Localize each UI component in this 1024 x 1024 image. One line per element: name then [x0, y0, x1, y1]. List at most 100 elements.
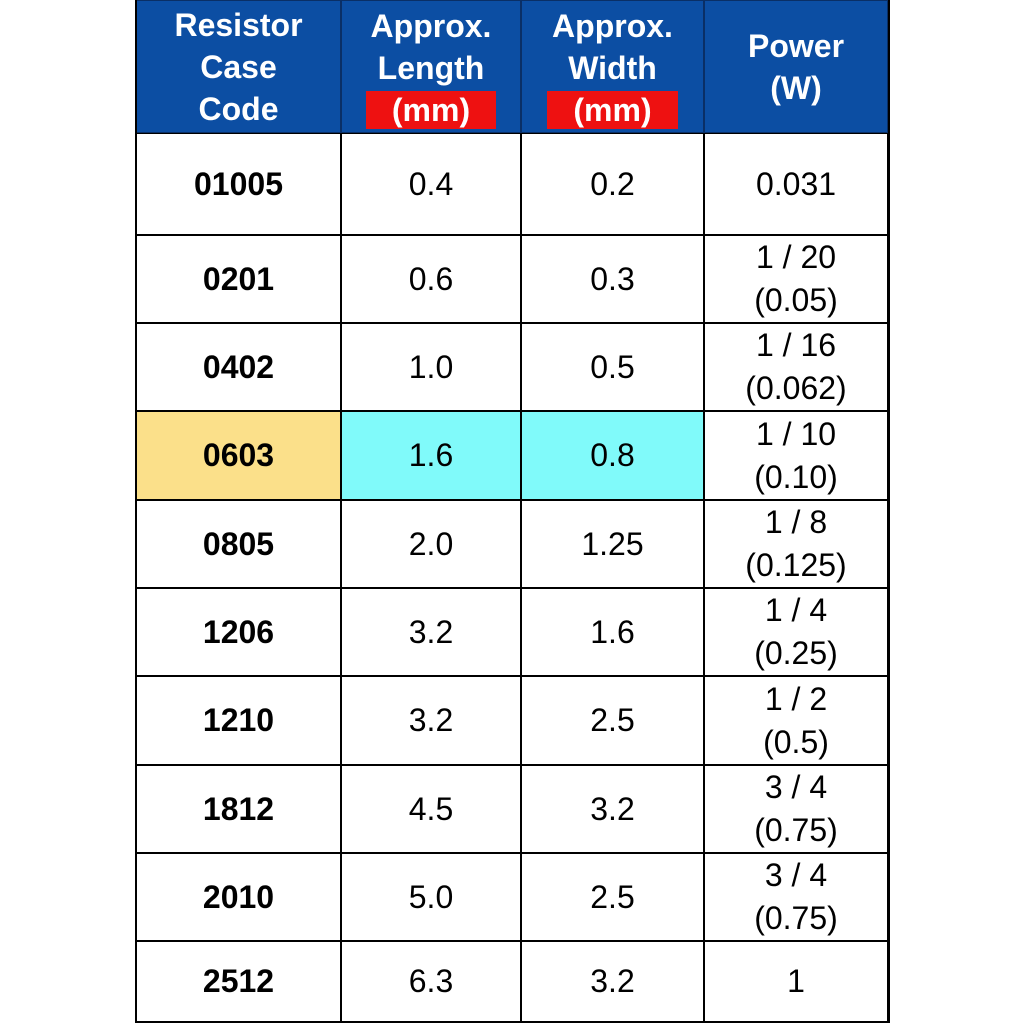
cell-text: 3.2	[408, 702, 454, 738]
case-code: 0805	[202, 525, 275, 562]
cell-text: 1.0	[408, 348, 454, 385]
case-code: 0402	[202, 348, 275, 385]
table-cell: 0.031	[704, 133, 888, 235]
power-text: (0.25)	[754, 635, 838, 671]
table-cell: 2.0	[341, 500, 521, 588]
table-cell: 1 / 20 (0.05)	[704, 235, 888, 323]
power-text: 1 / 8	[764, 504, 828, 540]
table-cell: 1 / 10 (0.10)	[704, 411, 888, 500]
table-cell: 1.6	[341, 411, 521, 500]
power-text: (0.05)	[754, 282, 838, 318]
case-code-cell: 0805	[136, 500, 341, 588]
case-code: 1206	[202, 613, 275, 650]
cell-text: 0.5	[590, 348, 635, 385]
header-text: (W)	[770, 69, 822, 106]
table-cell: 3.2	[521, 941, 704, 1022]
power-text: (0.10)	[754, 458, 838, 495]
cell-text: 3.2	[590, 963, 635, 999]
header-cell: Approx. Width (mm)	[521, 0, 704, 133]
power-text: (0.75)	[754, 900, 838, 936]
cell-text: 0.3	[590, 260, 635, 297]
header-cell: Resistor Case Code	[136, 0, 341, 133]
power-text: 1	[787, 963, 805, 999]
power-text: 1 / 20	[755, 239, 837, 275]
case-code-cell: 2010	[136, 853, 341, 941]
case-code: 2512	[202, 963, 275, 999]
power-text: 0.031	[755, 165, 837, 202]
header-text: Width	[568, 49, 657, 86]
power-text: 3 / 4	[764, 857, 828, 893]
power-text: 3 / 4	[764, 769, 828, 805]
table-cell: 3 / 4 (0.75)	[704, 765, 888, 853]
table-cell: 2.5	[521, 676, 704, 765]
cell-text: 0.2	[590, 165, 635, 202]
table-cell: 1 / 8 (0.125)	[704, 500, 888, 588]
case-code-cell: 0402	[136, 323, 341, 411]
case-code: 01005	[194, 165, 283, 202]
table-cell: 3.2	[341, 588, 521, 676]
unit-label: (mm)	[547, 90, 678, 129]
cell-text: 3.2	[408, 613, 454, 650]
cell-text: 0.8	[590, 437, 635, 473]
power-text: (0.062)	[745, 370, 847, 406]
table-cell: 0.4	[341, 133, 521, 235]
header-cell: Approx. Length (mm)	[341, 0, 521, 133]
cell-text: 4.5	[408, 790, 454, 827]
header-text: Case	[200, 48, 277, 85]
table-cell: 5.0	[341, 853, 521, 941]
cell-text: 1.25	[581, 525, 644, 562]
case-code-cell: 2512	[136, 941, 341, 1022]
power-text: (0.75)	[754, 812, 838, 848]
table-cell: 0.6	[341, 235, 521, 323]
table-cell: 1 / 2 (0.5)	[704, 676, 888, 765]
cell-text: 2.5	[590, 702, 635, 738]
table-cell: 1 / 4 (0.25)	[704, 588, 888, 676]
header-text: Length	[377, 49, 485, 86]
power-text: (0.5)	[763, 723, 829, 760]
case-code-cell: 0201	[136, 235, 341, 323]
table-cell: 0.8	[521, 411, 704, 500]
table-cell: 3.2	[521, 765, 704, 853]
cell-text: 3.2	[590, 790, 635, 827]
cell-text: 6.3	[408, 963, 454, 999]
case-code-cell: 1206	[136, 588, 341, 676]
cell-text: 1.6	[590, 613, 635, 650]
table-cell: 1.6	[521, 588, 704, 676]
cell-text: 5.0	[408, 878, 454, 915]
case-code-cell: 1210	[136, 676, 341, 765]
power-text: 1 / 16	[755, 327, 837, 363]
case-code: 2010	[202, 878, 275, 915]
case-code-cell: 01005	[136, 133, 341, 235]
header-text: Approx.	[370, 7, 492, 44]
case-code: 1812	[202, 790, 275, 827]
cell-text: 2.5	[590, 878, 635, 915]
case-code: 0201	[202, 260, 275, 297]
cell-text: 1.6	[408, 437, 454, 473]
header-text: Resistor	[174, 6, 303, 43]
table-cell: 4.5	[341, 765, 521, 853]
table-cell: 0.5	[521, 323, 704, 411]
table-cell: 3.2	[341, 676, 521, 765]
header-text: Approx.	[552, 7, 673, 44]
power-text: 1 / 10	[755, 415, 837, 452]
table-cell: 0.2	[521, 133, 704, 235]
power-text: 1 / 4	[764, 592, 828, 628]
cell-text: 0.4	[408, 165, 454, 202]
header-text: Power	[747, 27, 845, 64]
table-cell: 1 / 16 (0.062)	[704, 323, 888, 411]
power-text: 1 / 2	[764, 680, 828, 717]
case-code: 0603	[202, 437, 275, 473]
table-cell: 3 / 4 (0.75)	[704, 853, 888, 941]
case-code-cell: 0603	[136, 411, 341, 500]
table-cell: 6.3	[341, 941, 521, 1022]
table-cell: 1.25	[521, 500, 704, 588]
case-code: 1210	[202, 702, 275, 738]
table-cell: 2.5	[521, 853, 704, 941]
case-code-cell: 1812	[136, 765, 341, 853]
power-text: (0.125)	[745, 547, 847, 583]
table-cell: 1.0	[341, 323, 521, 411]
header-cell: Power (W)	[704, 0, 888, 133]
table-cell: 0.3	[521, 235, 704, 323]
cell-text: 2.0	[408, 525, 454, 562]
